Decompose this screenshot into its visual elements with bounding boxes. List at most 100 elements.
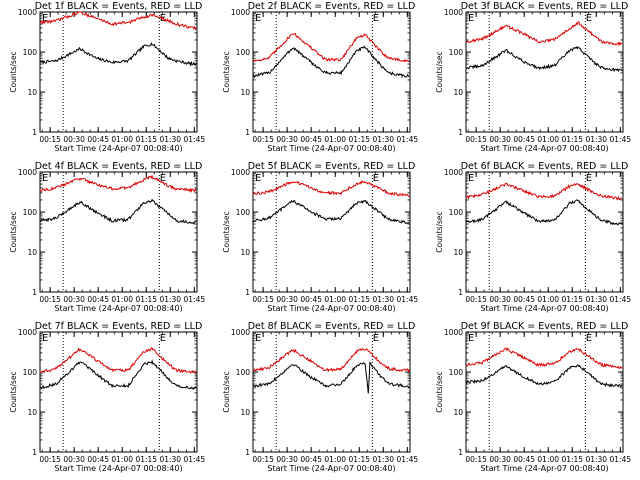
x-tick-label: 00:45 bbox=[87, 295, 109, 304]
panel-title: Det 7f BLACK = Events, RED = LLD bbox=[35, 321, 203, 332]
plot-frame bbox=[465, 11, 624, 133]
marker-label: E bbox=[160, 333, 166, 344]
x-tick-label: 00:15 bbox=[252, 135, 274, 144]
x-tick-label: 01:30 bbox=[159, 135, 181, 144]
y-tick-label: 1000 bbox=[231, 8, 250, 17]
x-tick-label: 00:30 bbox=[63, 295, 85, 304]
x-tick-label: 00:30 bbox=[489, 295, 511, 304]
y-tick-label: 1 bbox=[245, 288, 250, 297]
x-tick-label: 01:15 bbox=[561, 295, 583, 304]
x-tick-label: 00:15 bbox=[465, 135, 487, 144]
x-tick-label: 00:30 bbox=[489, 135, 511, 144]
x-tick-label: 01:00 bbox=[111, 455, 133, 464]
chart-panel-4: Det 4f BLACK = Events, RED = LLD 1 10 100 10… bbox=[9, 161, 205, 313]
y-tick-label: 1 bbox=[245, 448, 250, 457]
y-tick-label: 1 bbox=[32, 448, 37, 457]
y-axis-label: Counts/sec bbox=[435, 371, 444, 412]
x-tick-label: 01:45 bbox=[184, 455, 206, 464]
marker-label: E bbox=[468, 13, 474, 24]
y-tick-label: 10 bbox=[240, 88, 250, 97]
x-tick-label: 00:30 bbox=[489, 455, 511, 464]
marker-label: E bbox=[42, 173, 48, 184]
marker-label: E bbox=[373, 173, 379, 184]
x-tick-label: 01:30 bbox=[372, 135, 394, 144]
series-line-events bbox=[39, 42, 197, 67]
y-tick-label: 10 bbox=[453, 408, 463, 417]
y-tick-label: 1000 bbox=[18, 8, 37, 17]
x-tick-label: 01:45 bbox=[397, 455, 419, 464]
panel-title: Det 2f BLACK = Events, RED = LLD bbox=[248, 1, 416, 12]
x-tick-label: 01:15 bbox=[561, 455, 583, 464]
x-tick-label: 01:15 bbox=[135, 135, 157, 144]
y-tick-label: 1 bbox=[458, 448, 463, 457]
series-line-lld bbox=[465, 347, 623, 369]
x-tick-label: 00:45 bbox=[87, 135, 109, 144]
series-line-events bbox=[465, 46, 623, 73]
y-tick-label: 1 bbox=[458, 128, 463, 137]
series-line-lld bbox=[465, 182, 623, 201]
marker-label: E bbox=[255, 173, 261, 184]
x-tick-label: 00:15 bbox=[465, 295, 487, 304]
x-tick-label: 01:00 bbox=[537, 135, 559, 144]
x-tick-label: 00:30 bbox=[276, 135, 298, 144]
x-tick-label: 01:15 bbox=[348, 455, 370, 464]
plot-frame bbox=[39, 171, 198, 293]
x-axis-label: Start Time (24-Apr-07 00:08:40) bbox=[480, 304, 608, 313]
x-tick-label: 01:45 bbox=[610, 455, 632, 464]
series-line-lld bbox=[39, 174, 197, 193]
series-line-events bbox=[465, 364, 623, 388]
x-tick-label: 01:30 bbox=[159, 295, 181, 304]
marker-label: E bbox=[586, 13, 592, 24]
x-tick-label: 00:15 bbox=[39, 295, 61, 304]
series-line-lld bbox=[252, 180, 410, 198]
x-tick-label: 01:00 bbox=[324, 455, 346, 464]
y-tick-label: 1 bbox=[458, 288, 463, 297]
y-tick-label: 1000 bbox=[18, 328, 37, 337]
chart-panel-5: Det 5f BLACK = Events, RED = LLD 1 10 100 10… bbox=[222, 161, 418, 313]
panel-title: Det 6f BLACK = Events, RED = LLD bbox=[461, 161, 629, 172]
y-tick-label: 10 bbox=[240, 408, 250, 417]
x-tick-label: 00:45 bbox=[513, 295, 535, 304]
plot-frame bbox=[252, 331, 411, 453]
marker-label: E bbox=[160, 173, 166, 184]
series-line-events bbox=[465, 199, 623, 226]
x-tick-label: 01:00 bbox=[111, 135, 133, 144]
x-axis-label: Start Time (24-Apr-07 00:08:40) bbox=[480, 144, 608, 153]
y-axis-label: Counts/sec bbox=[222, 371, 231, 412]
chart-panel-6: Det 6f BLACK = Events, RED = LLD 1 10 100 10… bbox=[435, 161, 631, 313]
x-tick-label: 00:45 bbox=[513, 455, 535, 464]
y-axis-label: Counts/sec bbox=[435, 211, 444, 252]
marker-label: E bbox=[42, 13, 48, 24]
x-tick-label: 01:30 bbox=[585, 455, 607, 464]
series-line-events bbox=[39, 359, 197, 390]
y-tick-label: 100 bbox=[23, 48, 38, 57]
panel-title: Det 4f BLACK = Events, RED = LLD bbox=[35, 161, 203, 172]
y-tick-label: 1 bbox=[245, 128, 250, 137]
x-tick-label: 00:15 bbox=[465, 455, 487, 464]
panel-title: Det 1f BLACK = Events, RED = LLD bbox=[35, 1, 203, 12]
marker-label: E bbox=[255, 13, 261, 24]
y-axis-label: Counts/sec bbox=[9, 51, 18, 92]
plot-frame bbox=[39, 331, 198, 453]
chart-panel-3: Det 3f BLACK = Events, RED = LLD 1 10 100 10… bbox=[435, 1, 631, 153]
y-tick-label: 100 bbox=[236, 368, 251, 377]
x-tick-label: 01:45 bbox=[610, 295, 632, 304]
x-axis-label: Start Time (24-Apr-07 00:08:40) bbox=[267, 464, 395, 473]
plot-frame bbox=[465, 331, 624, 453]
x-tick-label: 01:15 bbox=[348, 295, 370, 304]
y-tick-label: 10 bbox=[27, 408, 37, 417]
series-line-events bbox=[252, 199, 410, 224]
x-tick-label: 00:45 bbox=[300, 295, 322, 304]
x-tick-label: 00:45 bbox=[300, 455, 322, 464]
marker-label: E bbox=[255, 333, 261, 344]
plot-frame bbox=[252, 11, 411, 133]
y-tick-label: 1000 bbox=[444, 8, 463, 17]
x-tick-label: 01:45 bbox=[397, 295, 419, 304]
x-tick-label: 01:30 bbox=[372, 455, 394, 464]
y-tick-label: 10 bbox=[240, 248, 250, 257]
x-axis-label: Start Time (24-Apr-07 00:08:40) bbox=[480, 464, 608, 473]
marker-label: E bbox=[586, 173, 592, 184]
y-tick-label: 1000 bbox=[231, 168, 250, 177]
series-line-events bbox=[252, 45, 410, 79]
